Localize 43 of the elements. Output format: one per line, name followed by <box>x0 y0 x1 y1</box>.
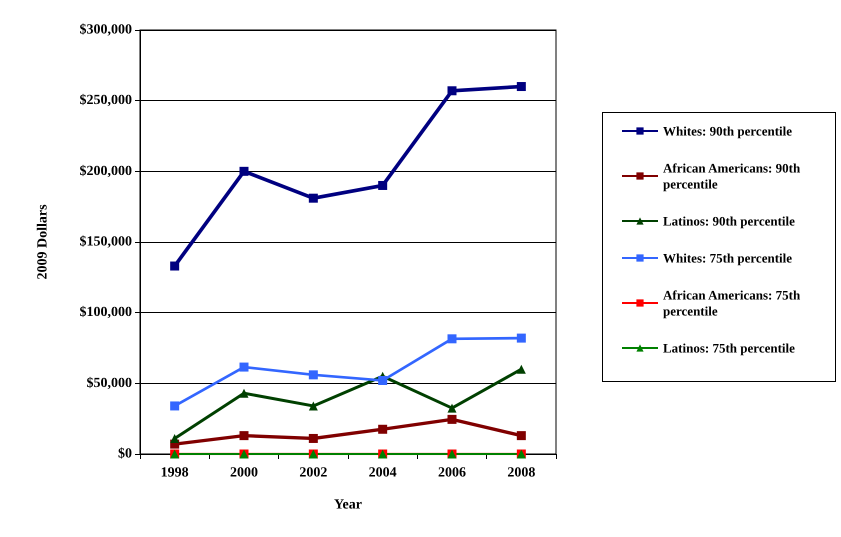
x-tick-label: 2004 <box>368 466 397 480</box>
x-tick-label: 1998 <box>160 466 189 480</box>
point <box>378 180 388 190</box>
y-tick-label: $150,000 <box>80 234 132 250</box>
y-tick-label: $0 <box>118 446 132 462</box>
point <box>240 431 248 440</box>
point <box>240 166 248 176</box>
legend-label: Latinos: 90th percentile <box>663 214 796 228</box>
point <box>240 388 248 398</box>
legend-label: African Americans: 75th percentile <box>663 288 804 318</box>
point <box>308 401 318 410</box>
y-axis-title: 2009 Dollars <box>36 204 50 280</box>
point <box>448 86 456 96</box>
point <box>170 401 180 410</box>
y-tick-label: $50,000 <box>86 376 132 391</box>
legend-label: Whites: 75th percentile <box>663 250 792 266</box>
point <box>308 434 318 443</box>
x-tick-label: 2008 <box>507 466 536 480</box>
point <box>516 82 526 92</box>
x-axis-title: Year <box>334 498 362 512</box>
legend-label: African Americans: 90th percentile <box>663 160 804 192</box>
y-tick-label: $250,000 <box>80 93 132 108</box>
point <box>516 364 526 374</box>
point <box>170 262 180 271</box>
point <box>378 376 388 386</box>
point <box>308 194 318 203</box>
point <box>448 334 456 344</box>
point <box>308 370 318 380</box>
point <box>378 424 388 434</box>
y-tick-label: $300,000 <box>80 22 132 38</box>
y-tick-label: $200,000 <box>80 164 132 179</box>
point <box>448 414 456 424</box>
point <box>516 334 526 343</box>
point <box>240 362 248 372</box>
x-tick-label: 2006 <box>438 466 466 480</box>
x-tick-label: 2000 <box>230 466 258 480</box>
y-tick-label: $100,000 <box>80 305 132 320</box>
legend-label: Latinos: 75th percentile <box>663 340 796 356</box>
point <box>170 434 180 443</box>
x-tick-label: 2002 <box>299 466 328 480</box>
point <box>448 404 456 413</box>
point <box>516 431 526 440</box>
legend-label: Whites: 90th percentile <box>663 124 792 138</box>
